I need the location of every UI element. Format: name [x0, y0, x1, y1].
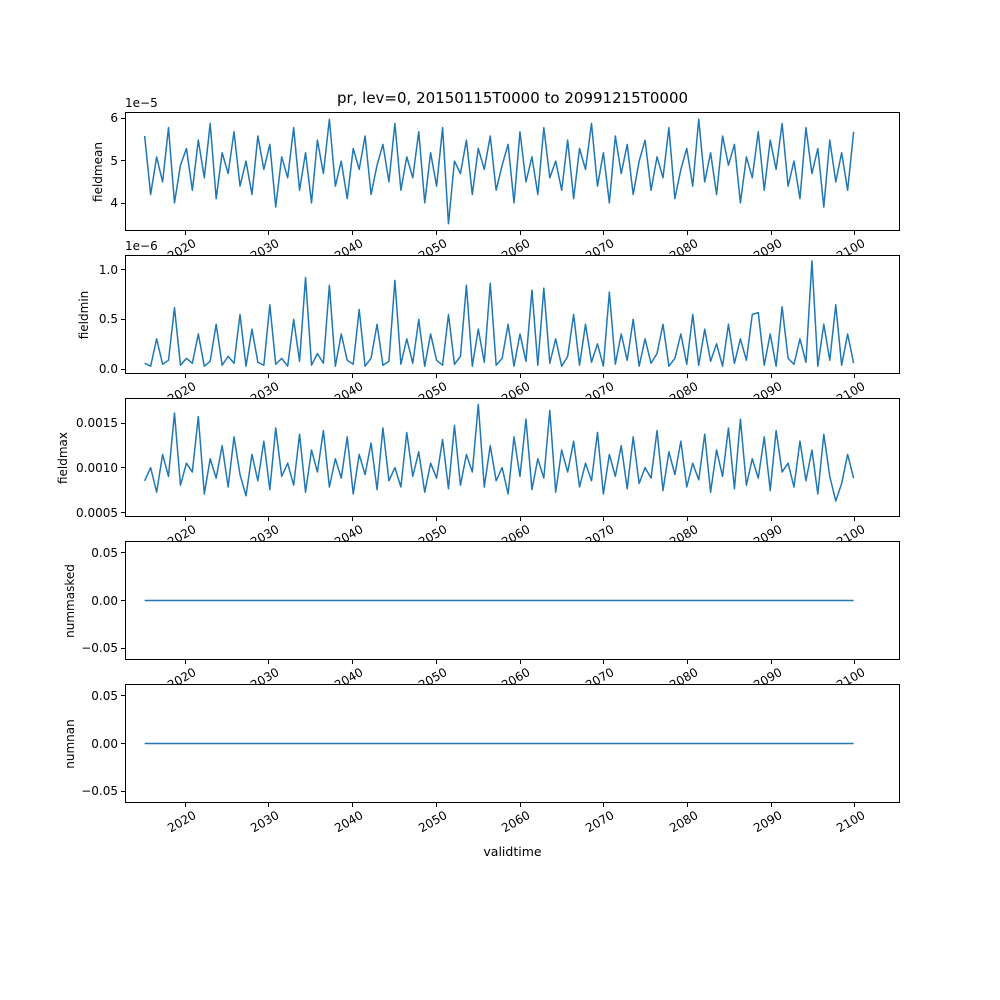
y-tick-label: 1.0: [98, 262, 118, 277]
y-axis-label: nummasked: [63, 563, 77, 638]
y-tick-mark: [121, 318, 125, 320]
y-tick-label: 0.0: [98, 362, 118, 377]
x-tick-mark: [603, 517, 605, 521]
x-tick-mark: [686, 231, 688, 235]
y-tick-mark: [121, 269, 125, 271]
y-tick-label: 0.05: [91, 688, 118, 703]
y-tick-label: −0.05: [81, 784, 118, 799]
axes: [125, 398, 900, 517]
x-tick-mark: [519, 374, 521, 378]
x-tick-mark: [184, 660, 186, 664]
y-tick-mark: [121, 160, 125, 162]
x-tick-mark: [603, 231, 605, 235]
x-tick-mark: [686, 803, 688, 807]
x-tick-mark: [519, 660, 521, 664]
x-tick-mark: [519, 231, 521, 235]
x-tick-mark: [770, 517, 772, 521]
x-tick-mark: [686, 660, 688, 664]
x-tick-mark: [184, 517, 186, 521]
y-tick-mark: [121, 647, 125, 649]
x-tick-mark: [435, 517, 437, 521]
x-tick-mark: [268, 517, 270, 521]
x-tick-mark: [184, 231, 186, 235]
axes: [125, 541, 900, 660]
y-tick-mark: [121, 790, 125, 792]
y-tick-label: 0.05: [91, 545, 118, 560]
y-tick-mark: [121, 368, 125, 370]
x-tick-mark: [352, 660, 354, 664]
x-tick-mark: [519, 803, 521, 807]
y-tick-label: 0.00: [91, 593, 118, 608]
y-axis-label: fieldmean: [91, 141, 105, 202]
x-tick-mark: [184, 374, 186, 378]
x-tick-mark: [770, 660, 772, 664]
series-line: [143, 403, 855, 502]
x-tick-mark: [268, 803, 270, 807]
x-tick-mark: [268, 231, 270, 235]
axes: [125, 684, 900, 803]
y-tick-label: 0.00: [91, 736, 118, 751]
x-tick-mark: [770, 374, 772, 378]
y-tick-label: 4: [110, 196, 118, 211]
x-tick-mark: [268, 660, 270, 664]
x-tick-mark: [854, 803, 856, 807]
x-tick-mark: [770, 803, 772, 807]
x-tick-mark: [435, 374, 437, 378]
x-tick-mark: [268, 374, 270, 378]
x-tick-mark: [770, 231, 772, 235]
y-tick-mark: [121, 695, 125, 697]
y-tick-mark: [121, 117, 125, 119]
x-axis-label: validtime: [483, 844, 542, 859]
y-axis-label: fieldmin: [77, 290, 91, 339]
x-tick-mark: [686, 374, 688, 378]
x-tick-mark: [352, 803, 354, 807]
y-tick-label: 0.5: [98, 312, 118, 327]
y-axis-label: fieldmax: [56, 431, 70, 484]
chart-title: pr, lev=0, 20150115T0000 to 20991215T000…: [336, 89, 689, 107]
y-tick-mark: [121, 422, 125, 424]
y-tick-label: 0.0005: [76, 505, 118, 520]
series-line: [143, 118, 855, 225]
x-tick-mark: [519, 517, 521, 521]
x-tick-mark: [435, 803, 437, 807]
y-tick-mark: [121, 512, 125, 514]
y-tick-label: 0.0010: [76, 460, 118, 475]
x-tick-mark: [854, 231, 856, 235]
x-tick-mark: [686, 517, 688, 521]
y-tick-mark: [121, 467, 125, 469]
axes: [125, 255, 900, 374]
x-tick-mark: [435, 660, 437, 664]
x-tick-mark: [435, 231, 437, 235]
x-tick-mark: [854, 660, 856, 664]
x-tick-mark: [352, 374, 354, 378]
x-tick-mark: [603, 660, 605, 664]
y-axis-label: numnan: [63, 718, 77, 769]
y-tick-mark: [121, 743, 125, 744]
y-tick-mark: [121, 552, 125, 554]
series-line: [144, 260, 855, 367]
y-tick-label: 6: [110, 111, 118, 126]
axes: [125, 112, 900, 231]
x-tick-mark: [603, 374, 605, 378]
y-tick-label: 0.0015: [76, 416, 118, 431]
x-tick-mark: [352, 231, 354, 235]
x-tick-mark: [184, 803, 186, 807]
y-tick-label: −0.05: [81, 641, 118, 656]
axis-offset-text: 1e−6: [125, 239, 158, 253]
x-tick-mark: [603, 803, 605, 807]
y-tick-mark: [121, 600, 125, 601]
x-tick-mark: [352, 517, 354, 521]
x-tick-mark: [854, 374, 856, 378]
y-tick-label: 5: [110, 153, 118, 168]
y-tick-mark: [121, 202, 125, 204]
x-tick-mark: [854, 517, 856, 521]
